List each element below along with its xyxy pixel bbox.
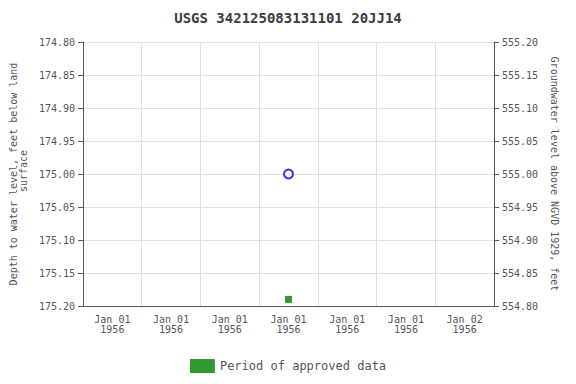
svg-text:Groundwater level above NGVD 1: Groundwater level above NGVD 1929, feet: [549, 57, 560, 292]
svg-text:Period of approved data: Period of approved data: [220, 359, 386, 373]
svg-text:Jan 02: Jan 02: [446, 313, 483, 325]
svg-text:surface: surface: [18, 150, 29, 198]
svg-text:175.05: 175.05: [39, 202, 75, 213]
svg-text:555.15: 555.15: [502, 70, 538, 81]
svg-text:Jan 01: Jan 01: [270, 313, 307, 325]
svg-text:USGS 342125083131101 20JJ14: USGS 342125083131101 20JJ14: [174, 10, 402, 26]
svg-text:Depth to water level, feet bel: Depth to water level, feet below land: [7, 62, 19, 286]
svg-text:1956: 1956: [100, 324, 124, 335]
svg-text:1956: 1956: [335, 324, 359, 335]
svg-text:174.90: 174.90: [39, 103, 75, 114]
svg-text:175.20: 175.20: [39, 301, 75, 312]
svg-text:1956: 1956: [394, 324, 418, 335]
svg-text:554.85: 554.85: [502, 268, 538, 279]
svg-text:Jan 01: Jan 01: [153, 313, 190, 325]
svg-text:1956: 1956: [159, 324, 183, 335]
svg-text:555.00: 555.00: [502, 169, 538, 180]
svg-text:1956: 1956: [218, 324, 242, 335]
svg-text:555.10: 555.10: [502, 103, 538, 114]
svg-text:554.90: 554.90: [502, 235, 538, 246]
svg-text:Jan 01: Jan 01: [94, 313, 131, 325]
svg-text:174.85: 174.85: [39, 70, 75, 81]
svg-text:Jan 01: Jan 01: [387, 313, 424, 325]
svg-text:1956: 1956: [453, 324, 477, 335]
svg-text:555.05: 555.05: [502, 136, 538, 147]
svg-text:554.95: 554.95: [502, 202, 538, 213]
svg-text:174.80: 174.80: [39, 37, 75, 48]
svg-text:554.80: 554.80: [502, 301, 538, 312]
svg-text:Jan 01: Jan 01: [211, 313, 248, 325]
svg-text:1956: 1956: [276, 324, 300, 335]
svg-text:175.00: 175.00: [39, 169, 75, 180]
svg-text:175.10: 175.10: [39, 235, 75, 246]
svg-text:555.20: 555.20: [502, 37, 538, 48]
svg-text:174.95: 174.95: [39, 136, 75, 147]
svg-text:175.15: 175.15: [39, 268, 75, 279]
svg-text:Jan 01: Jan 01: [329, 313, 366, 325]
